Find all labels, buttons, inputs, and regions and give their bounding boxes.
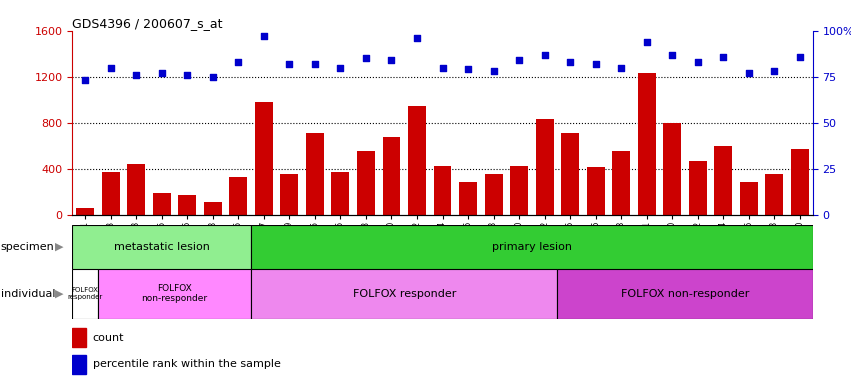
Point <box>640 39 654 45</box>
Text: metastatic lesion: metastatic lesion <box>114 242 209 252</box>
Point <box>436 65 449 71</box>
Bar <box>561 133 579 215</box>
Point <box>614 65 628 71</box>
Point <box>665 51 679 58</box>
Bar <box>586 167 604 215</box>
Bar <box>72 355 86 374</box>
Bar <box>102 172 119 215</box>
Text: FOLFOX
responder: FOLFOX responder <box>67 287 103 300</box>
Point <box>104 65 117 71</box>
Text: percentile rank within the sample: percentile rank within the sample <box>93 359 281 369</box>
Point <box>180 72 194 78</box>
Point <box>155 70 168 76</box>
Bar <box>714 146 732 215</box>
Text: FOLFOX non-responder: FOLFOX non-responder <box>621 289 749 299</box>
Bar <box>280 174 298 215</box>
Text: specimen: specimen <box>1 242 54 252</box>
Bar <box>612 151 630 215</box>
Bar <box>77 208 94 215</box>
Point <box>768 68 781 74</box>
Bar <box>740 182 757 215</box>
Point <box>410 35 424 41</box>
Bar <box>306 133 323 215</box>
Bar <box>251 269 557 319</box>
Point <box>461 66 475 73</box>
Bar <box>255 102 272 215</box>
Bar <box>178 195 196 215</box>
Point <box>538 51 551 58</box>
Point <box>78 78 92 84</box>
Bar <box>765 174 783 215</box>
Point <box>742 70 756 76</box>
Point <box>206 74 220 80</box>
Text: count: count <box>93 333 124 343</box>
Point <box>385 57 398 63</box>
Text: FOLFOX responder: FOLFOX responder <box>352 289 456 299</box>
Point <box>512 57 526 63</box>
Bar <box>638 73 655 215</box>
Bar <box>557 269 813 319</box>
Bar <box>485 174 502 215</box>
Point <box>231 59 245 65</box>
Bar <box>98 269 251 319</box>
Bar <box>433 166 451 215</box>
Bar <box>229 177 247 215</box>
Bar <box>128 164 145 215</box>
Bar <box>331 172 349 215</box>
Bar <box>72 328 86 347</box>
Point <box>487 68 500 74</box>
Text: FOLFOX
non-responder: FOLFOX non-responder <box>141 284 208 303</box>
Bar <box>357 151 374 215</box>
Point <box>691 59 705 65</box>
Text: individual: individual <box>1 289 55 299</box>
Text: ▶: ▶ <box>55 242 64 252</box>
Bar <box>408 106 426 215</box>
Bar <box>72 225 251 269</box>
Bar <box>663 123 681 215</box>
Text: GDS4396 / 200607_s_at: GDS4396 / 200607_s_at <box>72 17 223 30</box>
Bar <box>72 269 98 319</box>
Bar <box>510 166 528 215</box>
Point <box>334 65 347 71</box>
Point <box>283 61 296 67</box>
Point <box>563 59 577 65</box>
Bar <box>204 202 221 215</box>
Bar <box>460 182 477 215</box>
Point <box>717 53 730 60</box>
Point <box>308 61 322 67</box>
Bar <box>536 119 553 215</box>
Point <box>359 55 373 61</box>
Point <box>793 53 807 60</box>
Bar <box>153 193 170 215</box>
Point <box>257 33 271 39</box>
Point <box>589 61 603 67</box>
Text: ▶: ▶ <box>55 289 64 299</box>
Bar <box>791 149 808 215</box>
Bar <box>688 161 706 215</box>
Point <box>129 72 143 78</box>
Bar <box>382 137 400 215</box>
Text: primary lesion: primary lesion <box>492 242 572 252</box>
Bar <box>251 225 813 269</box>
